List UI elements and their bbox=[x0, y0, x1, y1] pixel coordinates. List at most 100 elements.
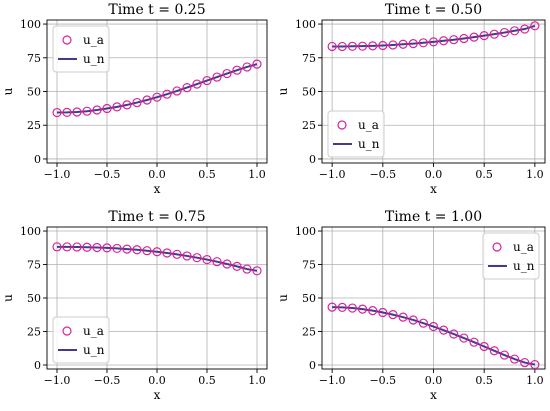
data-point-u-a bbox=[479, 341, 489, 352]
panel-title: Time t = 1.00 bbox=[385, 209, 482, 225]
data-point-u-a bbox=[62, 107, 72, 118]
y-tick-label: 50 bbox=[27, 292, 41, 305]
x-tick-label: 1.0 bbox=[526, 374, 544, 387]
data-point-u-a bbox=[449, 35, 459, 45]
x-tick-label: 0.5 bbox=[475, 168, 493, 181]
subplot-3: −1.0 −0.5 0.0 0.5 1.0 0 25 50 75 100 Time t = 0.75… bbox=[1, 209, 268, 402]
x-tick-label: −0.5 bbox=[369, 374, 396, 387]
x-tick-label: −1.0 bbox=[319, 168, 346, 181]
data-point-u-a bbox=[479, 31, 489, 41]
data-point-u-a bbox=[132, 245, 142, 255]
data-point-u-a bbox=[232, 261, 242, 271]
x-tick-label: 0.5 bbox=[198, 168, 216, 181]
data-point-u-a bbox=[520, 357, 530, 368]
data-point-u-a bbox=[530, 21, 540, 31]
y-tick-label: 25 bbox=[302, 119, 316, 132]
series-line-u-n bbox=[57, 245, 258, 272]
legend-marker-u-a bbox=[337, 120, 347, 130]
data-point-u-a bbox=[152, 247, 162, 257]
data-point-u-a bbox=[192, 253, 202, 263]
data-point-u-a bbox=[82, 242, 92, 252]
y-axis-label: u bbox=[1, 87, 15, 95]
panel-title: Time t = 0.50 bbox=[385, 2, 482, 18]
legend: u_a u_n bbox=[52, 25, 110, 73]
y-tick-label: 100 bbox=[20, 18, 41, 31]
y-tick-label: 50 bbox=[302, 292, 316, 305]
y-tick-label: 75 bbox=[302, 259, 316, 272]
legend-box bbox=[52, 25, 110, 73]
legend-marker-u-a bbox=[62, 326, 72, 336]
data-point-u-a bbox=[102, 103, 112, 114]
data-point-u-a bbox=[489, 346, 499, 356]
y-tick-label: 0 bbox=[309, 359, 316, 372]
data-point-u-a bbox=[222, 259, 232, 269]
y-tick-label: 50 bbox=[27, 86, 41, 99]
data-point-u-a bbox=[378, 307, 388, 318]
x-axis-label: x bbox=[154, 388, 161, 402]
data-point-u-a bbox=[122, 244, 132, 254]
data-point-u-a bbox=[252, 59, 262, 69]
x-tick-label: −0.5 bbox=[94, 168, 121, 181]
x-tick-label: 0.0 bbox=[425, 168, 443, 181]
data-point-u-a bbox=[398, 39, 408, 49]
data-point-u-a bbox=[242, 62, 252, 72]
data-point-u-a bbox=[182, 251, 192, 261]
x-tick-label: −0.5 bbox=[94, 374, 121, 387]
y-tick-label: 100 bbox=[20, 225, 41, 238]
data-point-u-a bbox=[530, 359, 540, 370]
legend-label-u-a: u_a bbox=[83, 324, 104, 338]
data-point-u-a bbox=[408, 39, 418, 49]
data-point-u-a bbox=[459, 333, 469, 343]
legend-marker-u-a bbox=[62, 35, 72, 45]
x-tick-label: 1.0 bbox=[248, 374, 266, 387]
legend-label-u-n: u_n bbox=[83, 343, 105, 357]
y-tick-label: 50 bbox=[302, 86, 316, 99]
panel-title: Time t = 0.25 bbox=[108, 2, 205, 18]
x-tick-label: 1.0 bbox=[248, 168, 266, 181]
data-point-u-a bbox=[388, 310, 398, 320]
data-point-u-a bbox=[337, 302, 347, 312]
data-point-u-a bbox=[242, 264, 252, 274]
data-point-u-a bbox=[212, 72, 222, 82]
data-point-u-a bbox=[469, 32, 479, 42]
data-point-u-a bbox=[112, 102, 122, 112]
y-tick-label: 75 bbox=[27, 52, 41, 65]
data-point-u-a bbox=[499, 350, 510, 360]
data-point-u-a bbox=[327, 302, 337, 312]
data-point-u-a bbox=[469, 337, 479, 347]
data-point-u-a bbox=[122, 100, 132, 110]
y-tick-label: 0 bbox=[309, 153, 316, 166]
x-axis-label: x bbox=[430, 182, 437, 196]
data-point-u-a bbox=[92, 242, 102, 253]
data-point-u-a bbox=[439, 36, 449, 46]
data-point-u-a bbox=[102, 243, 112, 253]
y-tick-label: 25 bbox=[302, 325, 316, 338]
legend-label-u-n: u_n bbox=[83, 52, 105, 66]
subplot-2: −1.0 −0.5 0.0 0.5 1.0 0 25 50 75 100 Time t = 0.50… bbox=[276, 2, 546, 196]
data-point-u-a bbox=[212, 257, 222, 267]
x-tick-label: 0.5 bbox=[475, 374, 493, 387]
data-point-u-a bbox=[347, 41, 358, 51]
data-point-u-a bbox=[192, 79, 202, 89]
data-point-u-a bbox=[368, 305, 378, 316]
x-tick-label: 0.0 bbox=[425, 374, 443, 387]
data-point-u-a bbox=[327, 41, 337, 52]
data-point-u-a bbox=[72, 242, 82, 252]
data-point-u-a bbox=[428, 37, 439, 47]
legend-label-u-a: u_a bbox=[513, 240, 534, 254]
data-point-u-a bbox=[520, 24, 530, 34]
legend: u_a u_n bbox=[52, 316, 110, 364]
x-tick-label: −0.5 bbox=[369, 168, 396, 181]
data-point-u-a bbox=[489, 29, 499, 39]
x-tick-label: 0.0 bbox=[148, 168, 166, 181]
y-tick-label: 25 bbox=[27, 119, 41, 132]
legend-label-u-n: u_n bbox=[358, 137, 380, 151]
data-point-u-a bbox=[142, 95, 152, 105]
data-point-u-a bbox=[418, 38, 428, 48]
y-axis-label: u bbox=[276, 87, 290, 95]
data-point-u-a bbox=[252, 266, 262, 276]
data-point-u-a bbox=[62, 242, 72, 252]
legend-box bbox=[52, 316, 110, 364]
data-point-u-a bbox=[347, 303, 358, 313]
